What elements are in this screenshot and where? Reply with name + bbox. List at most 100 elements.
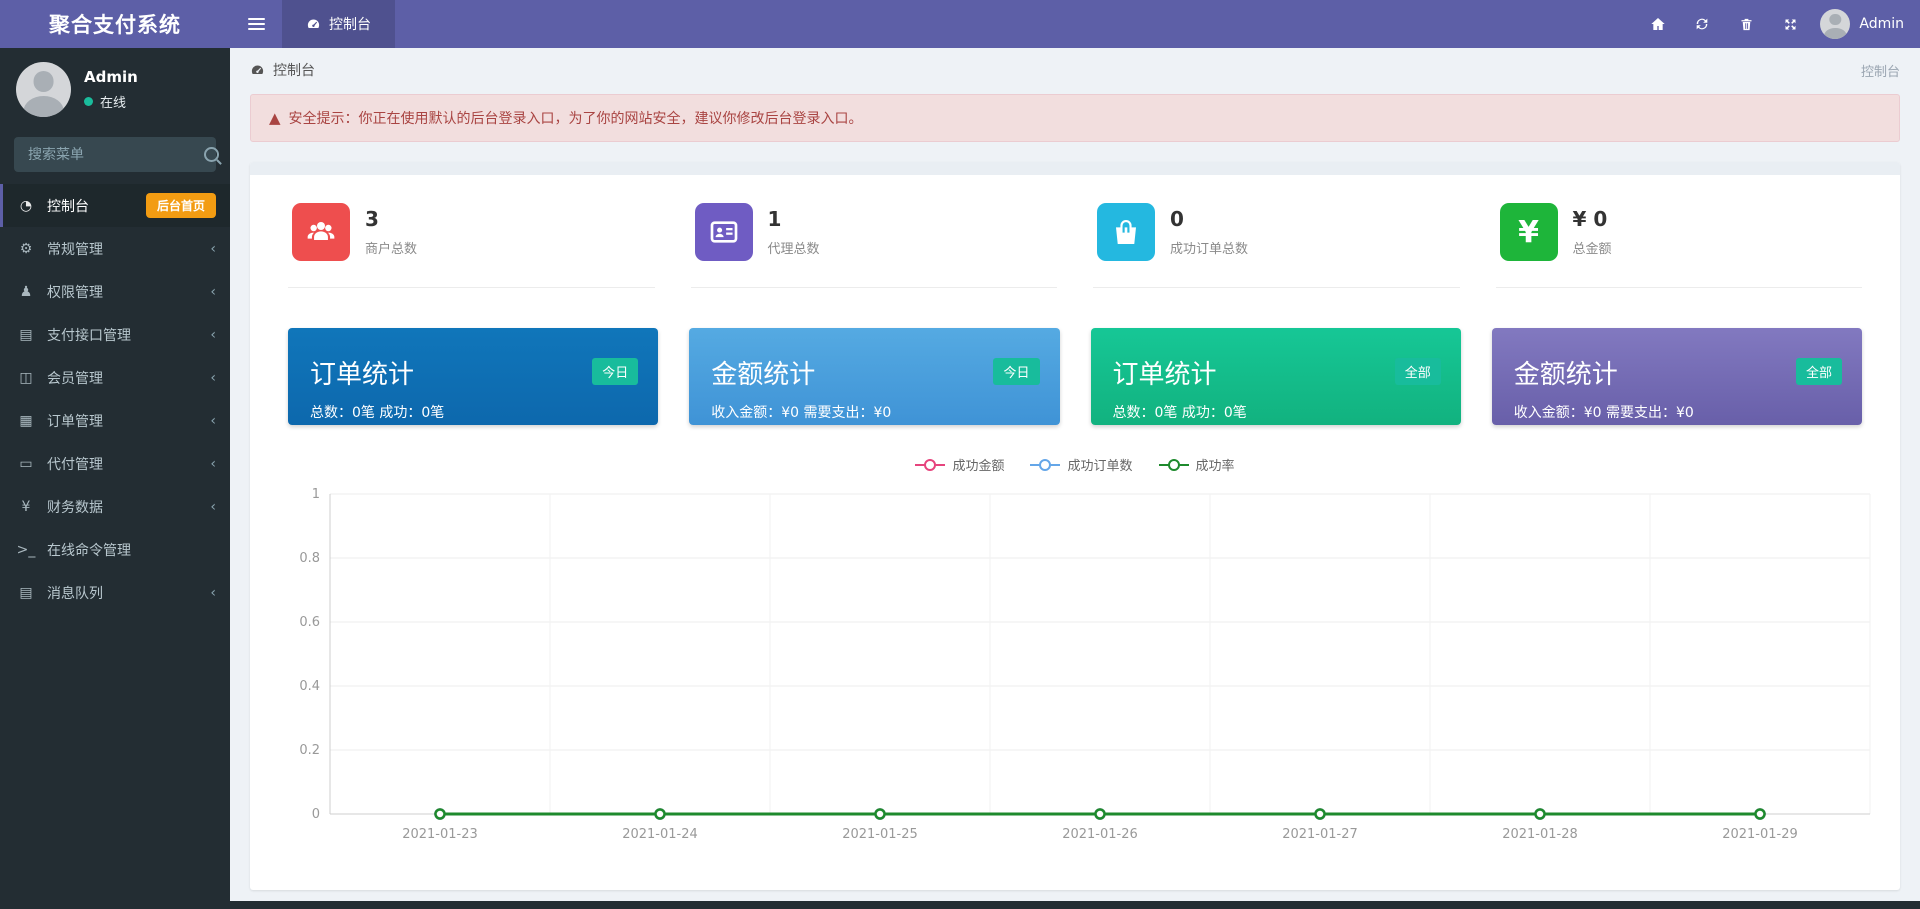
panel-orders-all: 订单统计 总数：0笔 成功：0笔 全部: [1090, 328, 1461, 425]
gauge-icon: [251, 65, 264, 74]
gauge-icon: ◔: [19, 197, 33, 214]
stat-value: 0: [1170, 207, 1184, 231]
credit-card-icon: ▭: [19, 455, 33, 472]
expand-icon: [1785, 19, 1796, 29]
home-button[interactable]: [1636, 0, 1680, 48]
chevron-left-icon: ‹: [210, 326, 216, 343]
panel-title: 金额统计: [711, 360, 816, 390]
svg-text:0.2: 0.2: [299, 743, 320, 758]
stat-success-orders: 0 成功订单总数: [1093, 203, 1460, 288]
chevron-left-icon: ‹: [210, 369, 216, 386]
stat-value: 1: [767, 207, 782, 231]
legend-success-orders[interactable]: 成功订单数: [1030, 455, 1133, 474]
chevron-left-icon: ‹: [210, 412, 216, 429]
breadcrumb-link[interactable]: 控制台: [273, 63, 315, 79]
navbar-username: Admin: [1859, 16, 1904, 32]
legend-marker-icon: [1158, 458, 1189, 471]
panel-orders-today: 订单统计 总数：0笔 成功：0笔 今日: [288, 328, 659, 425]
sidebar-item-dashboard[interactable]: ◔ 控制台 后台首页: [0, 184, 230, 227]
yen-icon: ¥: [21, 498, 31, 515]
sidebar-item-permissions[interactable]: ♟ 权限管理 ‹: [0, 270, 230, 313]
alert-text: 安全提示：你正在使用默认的后台登录入口，为了你的网站安全，建议你修改后台登录入口…: [288, 111, 863, 127]
stat-agents: 1 代理总数: [690, 203, 1057, 288]
stats-row: 3 商户总数 1 代理总数: [250, 175, 1900, 288]
online-dot-icon: [84, 97, 93, 106]
svg-text:2021-01-24: 2021-01-24: [622, 827, 698, 842]
id-card-icon: [694, 203, 753, 261]
hamburger-icon: [247, 18, 265, 30]
fullscreen-button[interactable]: [1768, 0, 1812, 48]
app-logo[interactable]: 聚合支付系统: [49, 13, 181, 37]
avatar: [1820, 9, 1851, 39]
breadcrumb-current: 控制台: [1860, 64, 1900, 80]
online-status: 在线: [84, 92, 138, 111]
chevron-left-icon: ‹: [210, 455, 216, 472]
refresh-icon: [1697, 18, 1708, 30]
sidebar-item-online-commands[interactable]: >_ 在线命令管理: [0, 528, 230, 571]
chevron-left-icon: ‹: [210, 283, 216, 300]
stat-label: 成功订单总数: [1170, 242, 1249, 257]
panel-text: 总数：0笔 成功：0笔: [310, 405, 445, 421]
panel-text: 收入金额：¥0 需要支出：¥0: [1513, 405, 1694, 421]
panel-amount-all: 金额统计 收入金额：¥0 需要支出：¥0 全部: [1491, 328, 1862, 425]
panel-badge: 全部: [1795, 358, 1842, 385]
sidebar: Admin 在线 ◔ 控制台 后台首页 ⚙ 常规管理 ‹ ♟ 权限管理 ‹: [0, 48, 230, 909]
panel-badge: 今日: [592, 358, 639, 385]
sidebar-item-payouts[interactable]: ▭ 代付管理 ‹: [0, 442, 230, 485]
stat-value: ¥ 0: [1572, 207, 1608, 231]
sidebar-item-general[interactable]: ⚙ 常规管理 ‹: [0, 227, 230, 270]
legend-success-rate[interactable]: 成功率: [1158, 455, 1235, 474]
panel-text: 收入金额：¥0 需要支出：¥0: [711, 405, 892, 421]
gauge-icon: [307, 19, 320, 28]
chart-section: 成功金额 成功订单数 成功率 0 0.2 0.4 0.6 0.8 1 2021-01-23 2…: [250, 425, 1900, 890]
tab-label: 控制台: [329, 17, 371, 33]
clear-cache-button[interactable]: [1724, 0, 1768, 48]
trash-icon: [1741, 18, 1752, 30]
svg-text:0.4: 0.4: [299, 679, 320, 694]
home-icon: [1651, 18, 1666, 30]
sidebar-item-orders[interactable]: ▦ 订单管理 ‹: [0, 399, 230, 442]
legend-marker-icon: [915, 458, 946, 471]
chevron-left-icon: ‹: [210, 498, 216, 515]
chart-legend: 成功金额 成功订单数 成功率: [270, 455, 1880, 474]
svg-text:2021-01-26: 2021-01-26: [1062, 827, 1138, 842]
refresh-button[interactable]: [1680, 0, 1724, 48]
panel-badge: 全部: [1394, 358, 1441, 385]
stat-label: 商户总数: [365, 242, 418, 257]
svg-text:0.8: 0.8: [299, 551, 320, 566]
sidebar-item-members[interactable]: ◫ 会员管理 ‹: [0, 356, 230, 399]
svg-text:0.6: 0.6: [299, 615, 320, 630]
legend-success-amount[interactable]: 成功金额: [915, 455, 1004, 474]
svg-text:0: 0: [312, 807, 320, 822]
search-input[interactable]: [26, 145, 204, 164]
shopping-bag-icon: [1097, 203, 1155, 261]
panel-amount-today: 金额统计 收入金额：¥0 需要支出：¥0 今日: [689, 328, 1060, 425]
yen-icon: ¥: [1499, 203, 1558, 261]
line-chart: 0 0.2 0.4 0.6 0.8 1 2021-01-23 2021-01-24 2021-0…: [299, 487, 1871, 842]
users-icon: ♟: [19, 283, 33, 300]
sidebar-toggle-button[interactable]: [230, 0, 282, 48]
dashboard-card: 3 商户总数 1 代理总数: [250, 162, 1900, 890]
stat-label: 总金额: [1572, 242, 1612, 257]
sidebar-item-payment-api[interactable]: ▤ 支付接口管理 ‹: [0, 313, 230, 356]
legend-marker-icon: [1030, 458, 1061, 471]
sidebar-item-label: 权限管理: [47, 284, 103, 301]
security-alert: ▲ 安全提示：你正在使用默认的后台登录入口，为了你的网站安全，建议你修改后台登录…: [250, 94, 1900, 142]
chevron-left-icon: ‹: [210, 584, 216, 601]
sidebar-item-label: 控制台: [47, 198, 89, 215]
sidebar-item-message-queue[interactable]: ▤ 消息队列 ‹: [0, 571, 230, 614]
user-menu[interactable]: Admin: [1812, 9, 1904, 39]
panel-title: 金额统计: [1513, 360, 1618, 390]
search-icon[interactable]: [204, 147, 219, 162]
panel-text: 总数：0笔 成功：0笔: [1112, 405, 1247, 421]
list-icon: ▤: [19, 584, 33, 601]
member-icon: ◫: [19, 369, 33, 386]
tab-dashboard[interactable]: 控制台: [282, 0, 395, 48]
stat-merchants: 3 商户总数: [288, 203, 655, 288]
sidebar-item-label: 财务数据: [47, 499, 103, 516]
stat-total-amount: ¥ ¥ 0 总金额: [1495, 203, 1862, 288]
sidebar-item-label: 在线命令管理: [47, 542, 131, 559]
warning-icon: ▲: [269, 109, 281, 127]
sidebar-item-finance[interactable]: ¥ 财务数据 ‹: [0, 485, 230, 528]
menu-search: [14, 137, 219, 172]
